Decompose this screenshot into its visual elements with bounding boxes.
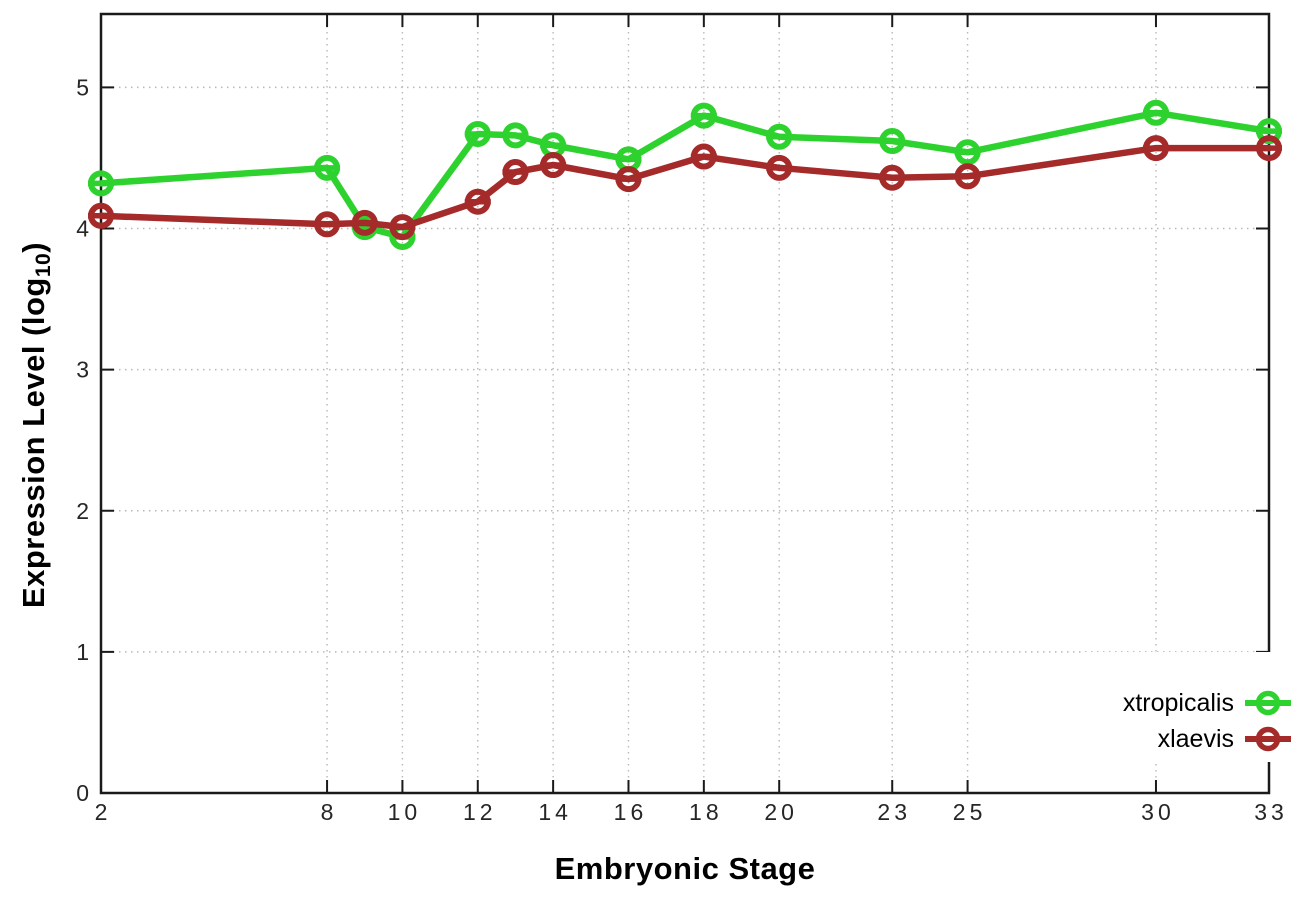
y-axis-title: Expression Level (log10) xyxy=(16,242,56,608)
svg-text:8: 8 xyxy=(321,799,338,825)
line-marker-icon xyxy=(1244,687,1292,719)
svg-text:14: 14 xyxy=(538,799,572,825)
svg-text:20: 20 xyxy=(764,799,798,825)
svg-text:2: 2 xyxy=(76,498,89,524)
legend-label-xtropicalis: xtropicalis xyxy=(1122,688,1234,717)
y-axis-title-subscript: 10 xyxy=(32,252,55,278)
svg-text:4: 4 xyxy=(76,216,89,242)
svg-text:33: 33 xyxy=(1254,799,1288,825)
legend-item-xlaevis: xlaevis xyxy=(1158,722,1292,756)
svg-text:0: 0 xyxy=(76,780,89,806)
svg-text:25: 25 xyxy=(953,799,987,825)
svg-text:3: 3 xyxy=(76,357,89,383)
svg-text:2: 2 xyxy=(95,799,112,825)
x-axis-title: Embryonic Stage xyxy=(554,851,816,886)
svg-text:30: 30 xyxy=(1141,799,1175,825)
legend: xtropicalis xlaevis xyxy=(1082,652,1292,762)
y-axis-title-close: ) xyxy=(16,241,51,253)
y-axis-title-text: Expression Level (log xyxy=(16,277,51,609)
svg-text:12: 12 xyxy=(463,799,497,825)
svg-text:16: 16 xyxy=(614,799,648,825)
svg-text:10: 10 xyxy=(388,799,422,825)
legend-item-xtropicalis: xtropicalis xyxy=(1123,686,1292,720)
svg-text:23: 23 xyxy=(877,799,911,825)
line-marker-icon xyxy=(1244,723,1292,755)
legend-label-xlaevis: xlaevis xyxy=(1157,724,1234,753)
svg-text:18: 18 xyxy=(689,799,723,825)
svg-text:1: 1 xyxy=(76,639,89,665)
svg-text:5: 5 xyxy=(76,74,89,100)
